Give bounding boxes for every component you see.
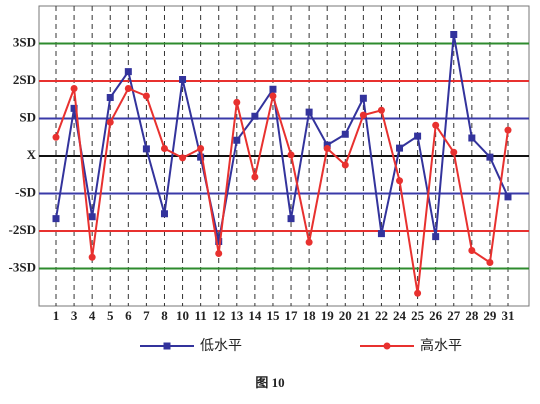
marker bbox=[359, 94, 367, 102]
marker bbox=[396, 144, 404, 152]
marker bbox=[215, 238, 223, 245]
legend-marker bbox=[383, 342, 391, 350]
marker bbox=[88, 213, 96, 221]
marker bbox=[88, 253, 96, 261]
x-tick-label: 29 bbox=[483, 308, 497, 323]
x-tick-label: 17 bbox=[285, 308, 299, 323]
marker bbox=[432, 121, 440, 129]
series-line bbox=[55, 34, 509, 242]
marker bbox=[287, 215, 295, 223]
x-tick-label: 25 bbox=[411, 308, 425, 323]
x-tick-label: 3 bbox=[71, 308, 78, 323]
x-tick-label: 5 bbox=[107, 308, 114, 323]
marker bbox=[377, 230, 385, 238]
y-tick-label: 3SD bbox=[13, 34, 36, 49]
x-tick-label: 6 bbox=[125, 308, 132, 323]
x-tick-label: 14 bbox=[248, 308, 262, 323]
x-tick-label: 24 bbox=[393, 308, 407, 323]
x-tick-label: 10 bbox=[176, 308, 189, 323]
marker bbox=[377, 106, 385, 114]
marker bbox=[70, 104, 78, 112]
marker bbox=[504, 126, 512, 134]
x-tick-label: 18 bbox=[303, 308, 317, 323]
y-tick-label: -3SD bbox=[9, 259, 36, 274]
x-tick-label: 15 bbox=[266, 308, 280, 323]
x-tick-label: 19 bbox=[321, 308, 335, 323]
marker bbox=[269, 92, 277, 100]
marker bbox=[233, 136, 241, 144]
marker bbox=[124, 68, 132, 76]
marker bbox=[215, 250, 223, 257]
marker bbox=[106, 94, 114, 101]
marker bbox=[52, 215, 60, 223]
marker bbox=[305, 108, 313, 116]
marker bbox=[305, 238, 313, 246]
x-tick-label: 31 bbox=[502, 308, 515, 323]
marker bbox=[179, 76, 187, 83]
marker bbox=[396, 177, 404, 185]
x-tick-label: 4 bbox=[89, 308, 96, 323]
marker bbox=[142, 145, 150, 153]
legend-label: 高水平 bbox=[420, 337, 462, 354]
marker bbox=[486, 153, 494, 161]
x-tick-label: 13 bbox=[230, 308, 244, 323]
x-tick-label: 22 bbox=[375, 308, 388, 323]
y-tick-label: -SD bbox=[15, 184, 36, 199]
marker bbox=[450, 148, 458, 156]
marker bbox=[341, 161, 349, 169]
x-tick-label: 1 bbox=[53, 308, 60, 323]
marker bbox=[341, 130, 349, 138]
marker bbox=[179, 154, 187, 162]
marker bbox=[414, 132, 422, 140]
marker bbox=[52, 133, 60, 141]
marker bbox=[414, 289, 422, 297]
marker bbox=[269, 85, 277, 93]
marker bbox=[106, 118, 114, 126]
y-tick-label: SD bbox=[19, 109, 36, 124]
marker bbox=[124, 85, 132, 92]
marker bbox=[197, 153, 205, 161]
marker bbox=[287, 151, 295, 159]
y-tick-label: X bbox=[27, 147, 37, 162]
x-tick-label: 21 bbox=[357, 308, 370, 323]
marker bbox=[251, 173, 259, 181]
marker bbox=[160, 210, 168, 218]
x-tick-label: 12 bbox=[212, 308, 225, 323]
y-tick-label: 2SD bbox=[13, 72, 36, 87]
x-tick-label: 20 bbox=[339, 308, 352, 323]
marker bbox=[432, 233, 440, 241]
marker bbox=[486, 259, 494, 266]
marker bbox=[323, 145, 331, 152]
legend-label: 低水平 bbox=[200, 338, 242, 354]
marker bbox=[251, 112, 259, 120]
x-tick-label: 26 bbox=[429, 308, 443, 323]
marker bbox=[468, 247, 476, 254]
y-tick-label: -2SD bbox=[9, 222, 36, 237]
caption: 图 10 bbox=[255, 375, 284, 390]
marker bbox=[504, 193, 512, 201]
x-tick-label: 27 bbox=[447, 308, 461, 323]
marker bbox=[70, 85, 78, 92]
marker bbox=[233, 98, 241, 106]
x-tick-label: 28 bbox=[465, 308, 479, 323]
marker bbox=[359, 111, 367, 119]
marker bbox=[197, 145, 205, 152]
x-tick-label: 7 bbox=[143, 308, 150, 323]
legend-marker bbox=[163, 342, 171, 350]
x-tick-label: 8 bbox=[161, 308, 168, 323]
marker bbox=[142, 92, 150, 100]
marker bbox=[468, 134, 476, 142]
marker bbox=[160, 145, 168, 152]
marker bbox=[450, 31, 458, 38]
x-tick-label: 11 bbox=[194, 308, 206, 323]
